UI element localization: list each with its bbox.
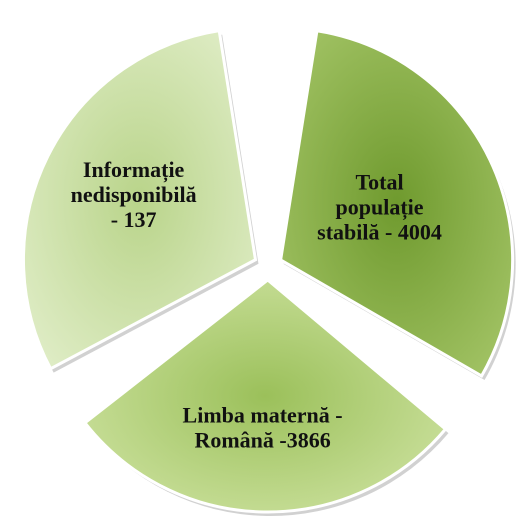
slice-label-1: Total populație stabilă - 4004 <box>317 169 442 244</box>
slice-label-line: - 137 <box>111 207 157 232</box>
pie-slice-3 <box>21 28 258 371</box>
slice-label-line: Română -3866 <box>194 427 330 452</box>
pie-slice-1 <box>278 29 515 379</box>
slice-label-3: Informație nedisponibilă - 137 <box>71 157 197 232</box>
slice-label-line: Total <box>355 169 403 194</box>
slice-label-line: nedisponibilă <box>71 182 197 207</box>
slices-layer <box>21 28 516 516</box>
slice-label-line: Limba maternă - <box>183 402 343 427</box>
labels-layer: Total populație stabilă - 4004 Limba matern… <box>71 157 442 452</box>
slice-label-line: Informație <box>83 157 185 183</box>
pie-slice-2 <box>82 278 448 514</box>
slice-label-2: Limba maternă -Română -3866 <box>183 402 343 452</box>
slice-label-line: populație <box>336 194 424 220</box>
slice-label-line: stabilă - 4004 <box>317 219 442 244</box>
